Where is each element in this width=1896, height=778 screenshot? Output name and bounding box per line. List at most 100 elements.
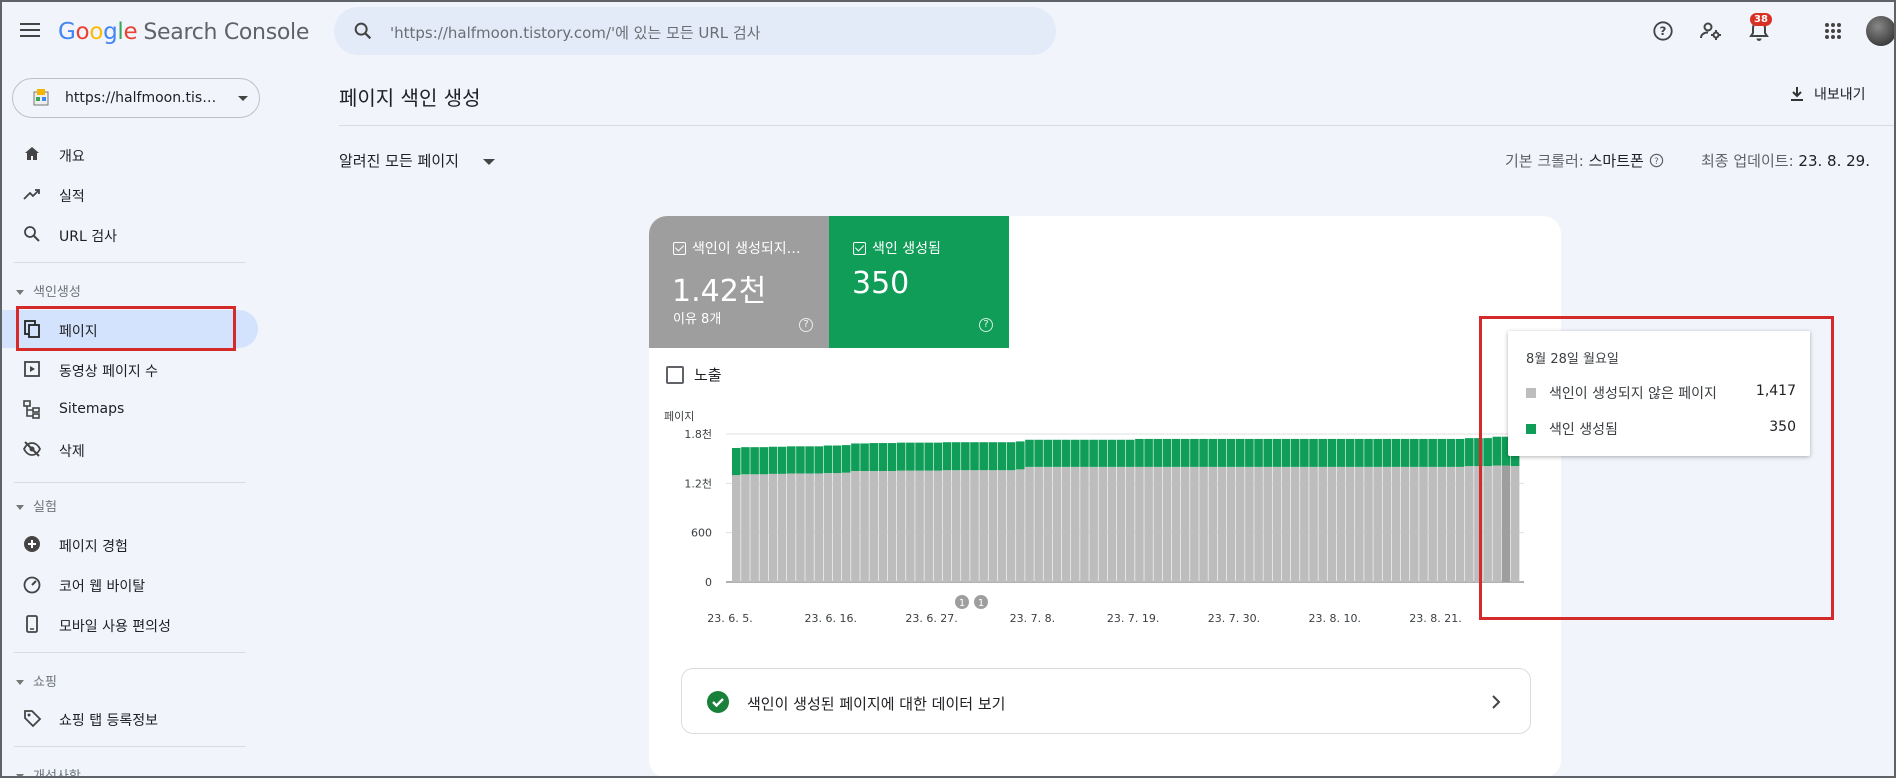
nav-label: 페이지: [59, 324, 98, 340]
bar-indexed: [1410, 438, 1419, 467]
tile-value: 1.42천: [672, 274, 767, 309]
x-tick-label: 23. 6. 27.: [905, 612, 957, 625]
bar-not-indexed: [1272, 466, 1282, 582]
pages-filter-dropdown[interactable]: 알려진 모든 페이지: [339, 150, 495, 171]
bar-indexed: [1474, 438, 1483, 467]
filter-label: 알려진 모든 페이지: [339, 152, 459, 170]
nav-page-experience[interactable]: 페이지 경험: [0, 525, 258, 563]
bar-not-indexed: [805, 473, 814, 582]
checkbox-icon[interactable]: [853, 242, 866, 255]
bar-not-indexed: [1465, 466, 1474, 582]
help-icon[interactable]: ?: [979, 318, 993, 332]
bar-not-indexed: [1510, 466, 1520, 582]
bar-not-indexed: [1071, 466, 1080, 582]
bar-indexed: [1501, 436, 1511, 466]
help-icon[interactable]: ?: [1649, 153, 1664, 168]
bar-not-indexed: [732, 475, 741, 582]
bar-indexed: [1391, 438, 1401, 467]
header-divider: [339, 125, 1896, 126]
nav-label: 삭제: [59, 444, 85, 460]
bar-indexed: [1327, 438, 1337, 467]
sidebar-divider: [14, 652, 246, 653]
search-placeholder: 'https://halfmoon.tistory.com/'에 있는 모든 U…: [390, 24, 761, 42]
bar-not-indexed: [961, 470, 970, 582]
help-icon[interactable]: ?: [799, 318, 813, 332]
bar-indexed: [1254, 438, 1263, 467]
bar-not-indexed: [1318, 466, 1327, 582]
tooltip-date: 8월 28일 월요일: [1526, 352, 1619, 367]
bar-indexed: [997, 442, 1007, 471]
bar-indexed: [1061, 439, 1071, 467]
bar-indexed: [1025, 439, 1034, 467]
x-tick-label: 23. 6. 16.: [805, 612, 857, 625]
bar-not-indexed: [1107, 466, 1117, 582]
bar-not-indexed: [1309, 466, 1318, 582]
nav-mobile-usability[interactable]: 모바일 사용 편의성: [0, 605, 258, 643]
nav-url-inspection[interactable]: URL 검사: [0, 215, 258, 253]
bar-not-indexed: [1501, 465, 1511, 582]
section-indexing[interactable]: 색인생성: [16, 281, 81, 300]
download-icon: [1791, 87, 1803, 101]
nav-removals[interactable]: 삭제: [0, 430, 258, 468]
bar-indexed: [1190, 438, 1199, 467]
crawler-label: 기본 크롤러:: [1505, 152, 1584, 170]
plus-circle-icon: [24, 536, 40, 552]
nav-overview[interactable]: 개요: [0, 135, 258, 173]
home-icon: [25, 147, 39, 160]
y-tick-label: 1.2천: [684, 476, 712, 490]
app-logo[interactable]: Google Search Console: [58, 19, 309, 45]
bar-indexed: [1492, 436, 1502, 466]
bar-not-indexed: [1263, 466, 1273, 582]
bar-not-indexed: [1061, 466, 1071, 582]
gauge-icon: [23, 576, 41, 594]
indexing-chart[interactable]: 0 600 1.2천 1.8천 23. 6. 5. 23. 6. 16. 23. 6. 27…: [660, 420, 1540, 640]
impressions-checkbox[interactable]: 노출: [666, 364, 722, 385]
bar-indexed: [1116, 439, 1126, 467]
bar-indexed: [869, 443, 879, 471]
tile-value: 350: [852, 266, 910, 301]
nav-video-pages[interactable]: 동영상 페이지 수: [0, 350, 258, 388]
nav-sitemaps[interactable]: Sitemaps: [0, 390, 258, 428]
bar-indexed: [1171, 438, 1181, 467]
logo-letter: o: [89, 19, 104, 45]
bar-indexed: [814, 446, 824, 474]
section-label: 쇼핑: [33, 675, 57, 690]
manage-users-icon[interactable]: [1697, 17, 1725, 45]
nav-label: 코어 웹 바이탈: [59, 579, 146, 595]
section-shopping[interactable]: 쇼핑: [16, 671, 57, 690]
view-indexed-data-button[interactable]: 색인이 생성된 페이지에 대한 데이터 보기: [681, 668, 1531, 734]
chevron-right-icon: [1492, 695, 1501, 709]
account-avatar[interactable]: [1866, 16, 1896, 46]
nav-pages[interactable]: 페이지: [0, 310, 258, 348]
bar-indexed: [732, 447, 741, 476]
section-label: 실험: [33, 500, 57, 515]
bar-not-indexed: [1474, 466, 1483, 582]
url-inspect-search[interactable]: 'https://halfmoon.tistory.com/'에 있는 모든 U…: [334, 7, 1056, 55]
tile-not-indexed[interactable]: 색인이 생성되지… 1.42천 이유 8개 ?: [649, 216, 829, 348]
property-selector[interactable]: https://halfmoon.tis…: [12, 78, 260, 118]
bar-not-indexed: [924, 470, 933, 582]
bar-not-indexed: [1492, 465, 1502, 582]
check-circle-icon: [707, 691, 729, 713]
bar-indexed: [1135, 438, 1144, 467]
bar-indexed: [1428, 438, 1437, 467]
bar-not-indexed: [1199, 466, 1208, 582]
nav-core-web-vitals[interactable]: 코어 웹 바이탈: [0, 565, 258, 603]
tile-indexed[interactable]: 색인 생성됨 350 ?: [829, 216, 1009, 348]
nav-performance[interactable]: 실적: [0, 175, 258, 213]
help-icon[interactable]: ?: [1649, 17, 1677, 45]
menu-icon[interactable]: [18, 19, 42, 43]
checkbox-icon[interactable]: [673, 242, 686, 255]
bar-indexed: [1144, 438, 1153, 467]
export-button[interactable]: 내보내기: [1788, 84, 1866, 104]
apps-grid-icon[interactable]: [1819, 17, 1847, 45]
section-experience[interactable]: 실험: [16, 496, 57, 515]
bar-not-indexed: [1446, 466, 1456, 582]
nav-shopping-listings[interactable]: 쇼핑 탭 등록정보: [0, 699, 258, 737]
bar-not-indexed: [970, 470, 979, 582]
tile-subtext: 이유 8개: [673, 312, 722, 327]
section-enhancements[interactable]: 개선사항: [16, 765, 81, 778]
bar-not-indexed: [1290, 466, 1300, 582]
bar-not-indexed: [1483, 466, 1492, 582]
section-label: 색인생성: [33, 285, 81, 300]
